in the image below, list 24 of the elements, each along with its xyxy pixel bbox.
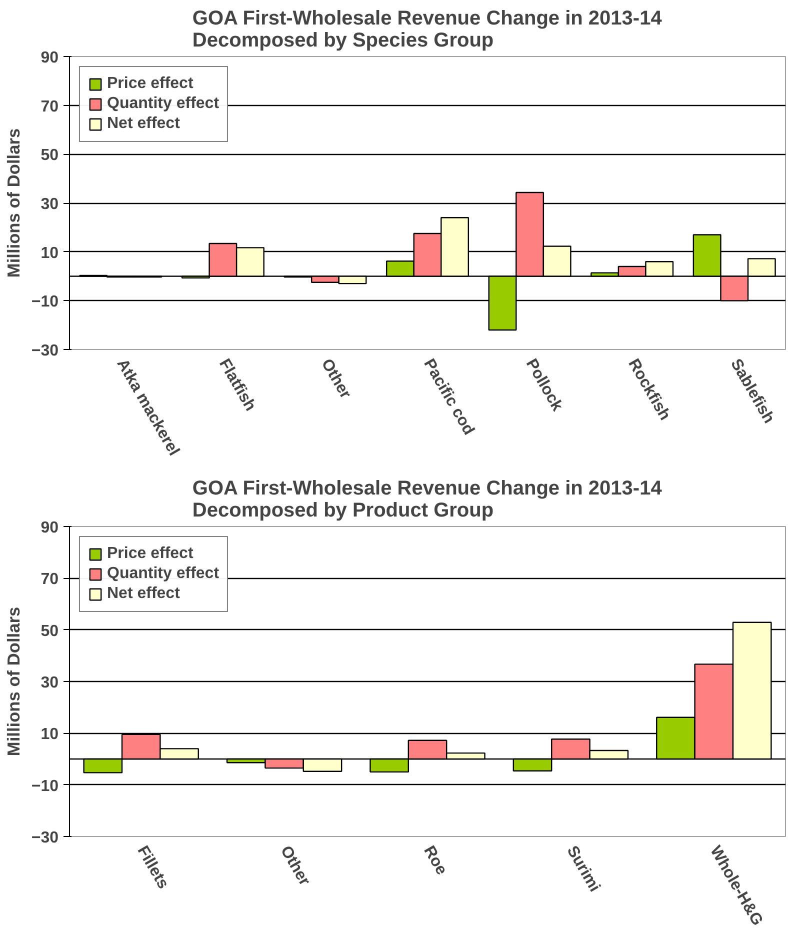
y-tick-label: 50: [40, 622, 59, 640]
legend-label: Price effect: [107, 75, 194, 93]
y-tick-label: 70: [40, 98, 59, 116]
y-tick-label: 10: [40, 726, 59, 744]
chart-title: GOA First-Wholesale Revenue Change in 2013-14 Decomposed by Species Group: [192, 8, 663, 52]
legend-label: Net effect: [107, 115, 180, 133]
legend-label: Price effect: [107, 545, 194, 563]
legend-label: Quantity effect: [107, 565, 220, 583]
y-tick-label: −30: [31, 830, 59, 846]
legend-label: Quantity effect: [107, 95, 220, 113]
y-tick-label: −10: [31, 294, 59, 311]
y-tick-label: −30: [31, 342, 59, 360]
y-tick-label: 30: [40, 674, 59, 692]
y-tick-label: 90: [40, 520, 59, 536]
legend-label: Net effect: [107, 585, 180, 603]
chart-title: GOA First-Wholesale Revenue Change in 2013-14 Decomposed by Product Group: [192, 478, 663, 522]
y-tick-label: 90: [40, 50, 59, 66]
y-tick-label: 70: [40, 571, 59, 588]
y-axis-title: Millions of Dollars: [3, 128, 24, 278]
y-axis-title: Millions of Dollars: [3, 606, 24, 756]
y-tick-label: 30: [40, 196, 59, 213]
y-tick-label: 50: [40, 147, 59, 164]
y-tick-label: 10: [40, 244, 59, 262]
y-tick-label: −10: [31, 778, 59, 795]
